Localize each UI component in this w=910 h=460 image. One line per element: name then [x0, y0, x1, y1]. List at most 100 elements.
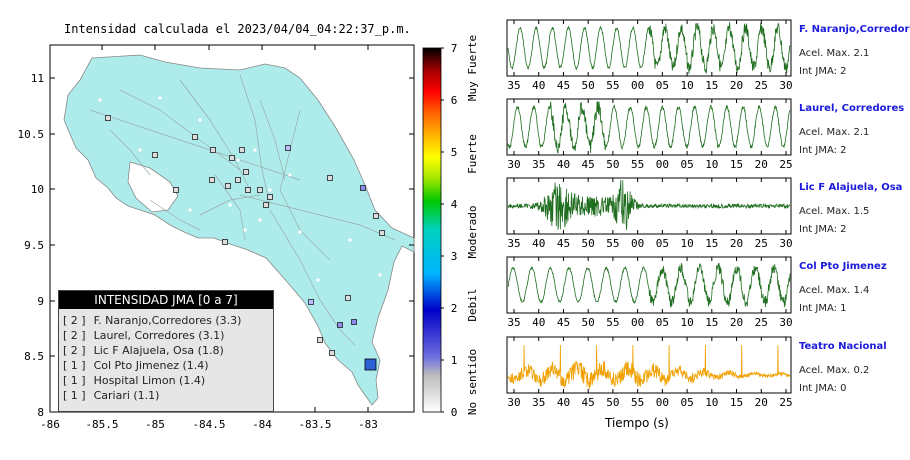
legend-entry: [ 2 ] Lic F Alajuela, Osa (1.8)	[59, 343, 273, 358]
lat-tick-label: 8.5	[24, 350, 44, 363]
station-name: Teatro Nacional	[799, 341, 887, 352]
time-tick-label: 15	[730, 396, 743, 409]
colorbar-tick-label: 5	[451, 146, 458, 159]
road-line	[179, 79, 251, 191]
colorbar-tick-label: 2	[451, 302, 458, 315]
time-tick-label: 55	[606, 237, 619, 250]
time-tick-label: 45	[557, 237, 570, 250]
station-max-accel: Acel. Max. 2.1	[799, 127, 870, 138]
time-tick-label: 45	[557, 316, 570, 329]
time-tick-label: 30	[507, 158, 520, 171]
colorbar-tick-label: 7	[451, 42, 458, 55]
station-marker	[351, 319, 357, 325]
time-tick-label: 30	[779, 79, 792, 92]
time-tick-label: 20	[730, 79, 743, 92]
time-tick-label: 10	[680, 316, 693, 329]
station-marker	[285, 145, 291, 151]
city-dot	[98, 98, 102, 102]
city-dot	[298, 230, 302, 234]
time-tick-label: 35	[532, 158, 545, 171]
city-dot	[288, 173, 292, 177]
waveform-panel	[506, 336, 792, 394]
colorbar-category-label: No sentido	[466, 349, 479, 415]
time-tick-label: 55	[631, 158, 644, 171]
time-tick-label: 45	[582, 158, 595, 171]
time-tick-label: 35	[532, 396, 545, 409]
time-tick-label: 05	[680, 158, 693, 171]
colorbar-tick-label: 6	[451, 94, 458, 107]
station-name: Col Pto Jimenez	[799, 261, 887, 272]
time-tick-label: 55	[606, 79, 619, 92]
epicenter-marker	[364, 358, 377, 371]
station-max-accel: Acel. Max. 1.5	[799, 206, 870, 217]
colorbar-tick-label: 0	[451, 406, 458, 419]
station-marker	[210, 147, 216, 153]
latitude-axis: 8 8.5 9 9.5 10 10.5 11	[18, 72, 414, 419]
time-tick-label: 20	[730, 316, 743, 329]
legend-level: [ 2 ]	[63, 329, 86, 342]
lat-tick-label: 10.5	[18, 128, 45, 141]
legend-level: [ 1 ]	[63, 359, 86, 372]
station-marker	[245, 187, 251, 193]
time-tick-label: 15	[705, 79, 718, 92]
station-marker	[243, 169, 249, 175]
lon-tick-label: -83.5	[298, 418, 331, 431]
legend-station-label: F. Naranjo,Corredores (3.3)	[93, 314, 242, 327]
time-tick-label: 25	[779, 396, 792, 409]
road-line	[279, 109, 331, 261]
colorbar-category-label: Muy Fuerte	[466, 35, 479, 101]
time-tick-label: 40	[557, 158, 570, 171]
station-marker	[308, 299, 314, 305]
station-marker	[379, 230, 385, 236]
time-tick-label: 50	[582, 316, 595, 329]
colorbar-category-label: Fuerte	[466, 134, 479, 174]
station-name: Laurel, Corredores	[799, 103, 905, 114]
colorbar-gradient	[422, 47, 442, 413]
station-marker	[345, 295, 351, 301]
lon-tick-label: -83	[358, 418, 378, 431]
legend-title: INTENSIDAD JMA [0 a 7]	[59, 291, 273, 309]
time-tick-label: 40	[532, 79, 545, 92]
station-marker	[229, 155, 235, 161]
time-tick-label: 00	[656, 158, 669, 171]
road-line	[239, 74, 271, 206]
station-jma-intensity: Int JMA: 2	[799, 66, 847, 77]
waveform-trace	[507, 344, 791, 390]
time-tick-label: 50	[582, 237, 595, 250]
legend-entry: [ 2 ] F. Naranjo,Corredores (3.3)	[59, 313, 273, 328]
waveform-panel	[506, 256, 792, 314]
time-tick-label: 25	[755, 316, 768, 329]
waveform-trace	[507, 179, 791, 230]
legend-entry: [ 1 ] Cariari (1.1)	[59, 388, 273, 403]
city-dot	[378, 273, 382, 277]
station-marker	[222, 239, 228, 245]
city-dot	[198, 118, 202, 122]
time-tick-label: 20	[755, 396, 768, 409]
time-tick-label: 15	[705, 237, 718, 250]
city-dot	[243, 228, 247, 232]
time-tick-label: 15	[730, 158, 743, 171]
legend-entry: [ 1 ] Hospital Limon (1.4)	[59, 373, 273, 388]
city-dot	[316, 278, 320, 282]
road-line	[259, 99, 286, 181]
city-dot	[298, 298, 302, 302]
legend-station-label: Col Pto Jimenez (1.4)	[93, 359, 209, 372]
station-marker	[235, 177, 241, 183]
road-line	[214, 174, 246, 241]
costa-rica-land	[63, 54, 415, 406]
time-tick-label: 35	[507, 79, 520, 92]
legend-station-label: Cariari (1.1)	[93, 389, 160, 402]
station-marker	[373, 213, 379, 219]
colorbar-category-label: Debil	[466, 288, 479, 321]
map-title: Intensidad calculada el 2023/04/04_04:22…	[64, 22, 411, 36]
time-tick-label: 30	[507, 396, 520, 409]
legend-station-label: Lic F Alajuela, Osa (1.8)	[93, 344, 224, 357]
road-line	[119, 89, 241, 171]
lat-tick-label: 8	[37, 406, 44, 419]
city-dot	[228, 203, 232, 207]
time-tick-label: 55	[631, 396, 644, 409]
waveform-panels: 35 40 45 50 55 00 05 10 15 20 25 30 30 35 40 45 50 55 00 05…	[506, 19, 793, 409]
city-dot	[188, 208, 192, 212]
